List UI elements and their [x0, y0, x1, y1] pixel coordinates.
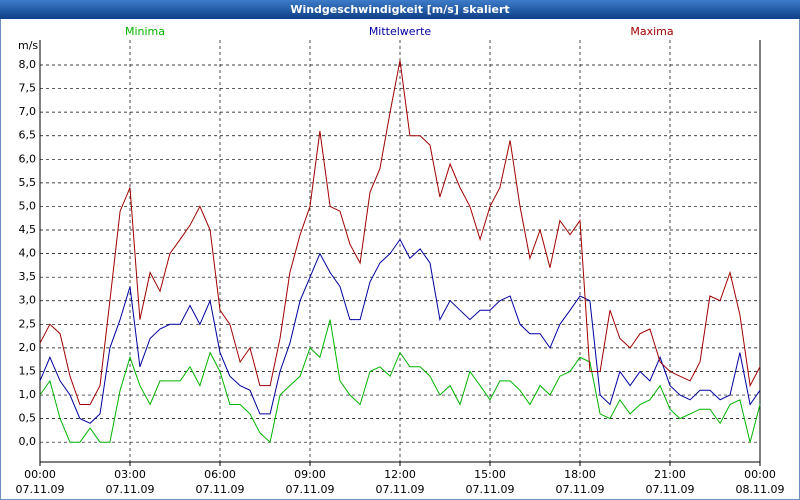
y-axis-label: m/s — [18, 39, 38, 52]
y-tick-label: 6,0 — [19, 152, 37, 165]
x-tick-label: 00:00 — [744, 468, 776, 481]
x-tick-date: 07.11.09 — [286, 483, 335, 496]
series-line — [39, 60, 761, 405]
x-tick-date: 08.11.09 — [736, 483, 785, 496]
y-tick-label: 6,5 — [19, 129, 37, 142]
y-tick-label: 5,5 — [19, 176, 37, 189]
x-tick-date: 07.11.09 — [16, 483, 65, 496]
y-tick-label: 7,0 — [19, 105, 37, 118]
y-tick-label: 2,0 — [19, 341, 37, 354]
x-tick-date: 07.11.09 — [466, 483, 515, 496]
x-tick-date: 07.11.09 — [106, 483, 155, 496]
y-tick-label: 3,0 — [19, 294, 37, 307]
chart-title: Windgeschwindigkeit [m/s] skaliert — [290, 3, 509, 16]
y-tick-label: 8,0 — [19, 58, 37, 71]
y-tick-label: 1,0 — [19, 388, 37, 401]
series-line — [39, 238, 761, 424]
series-line — [39, 319, 761, 444]
x-tick-label: 03:00 — [114, 468, 146, 481]
y-tick-label: 2,5 — [19, 317, 37, 330]
x-tick-date: 07.11.09 — [376, 483, 425, 496]
x-tick-date: 07.11.09 — [196, 483, 245, 496]
legend-label: Minima — [125, 25, 165, 38]
x-tick-label: 18:00 — [564, 468, 596, 481]
x-tick-label: 12:00 — [384, 468, 416, 481]
y-tick-label: 7,5 — [19, 82, 37, 95]
legend-label: Mittelwerte — [369, 25, 432, 38]
y-tick-label: 5,0 — [19, 199, 37, 212]
y-tick-label: 3,5 — [19, 270, 37, 283]
y-tick-label: 4,5 — [19, 223, 37, 236]
x-tick-label: 00:00 — [24, 468, 56, 481]
x-tick-date: 07.11.09 — [556, 483, 605, 496]
y-tick-label: 1,5 — [19, 364, 37, 377]
y-tick-label: 0,0 — [19, 435, 37, 448]
x-tick-date: 07.11.09 — [646, 483, 695, 496]
y-tick-label: 0,5 — [19, 412, 37, 425]
x-tick-label: 06:00 — [204, 468, 236, 481]
title-bar — [0, 0, 800, 19]
x-tick-label: 15:00 — [474, 468, 506, 481]
x-tick-label: 21:00 — [654, 468, 686, 481]
y-tick-label: 4,0 — [19, 247, 37, 260]
legend-label: Maxima — [630, 25, 673, 38]
x-tick-label: 09:00 — [294, 468, 326, 481]
